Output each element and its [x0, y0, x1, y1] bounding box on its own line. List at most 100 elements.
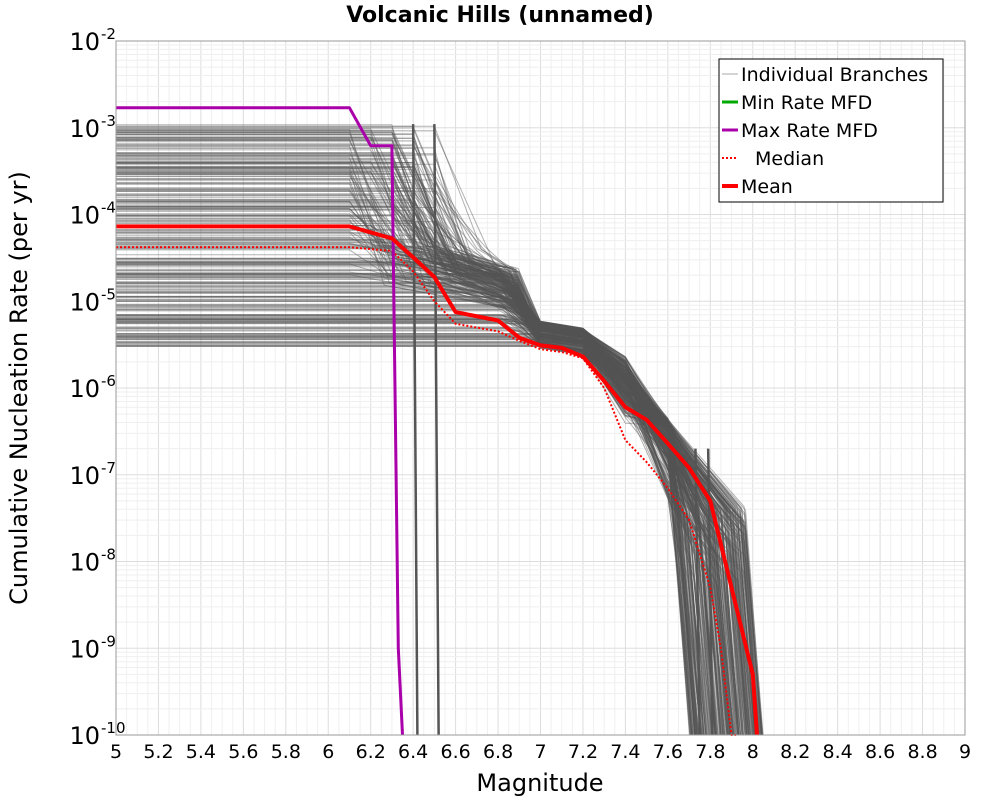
x-tick-label: 5.8	[271, 741, 301, 763]
x-tick-label: 6.6	[440, 741, 470, 763]
branch-line	[116, 296, 721, 736]
y-tick-exponent: -4	[101, 199, 116, 217]
branch-line	[116, 138, 756, 736]
branch-line	[116, 178, 755, 736]
branch-line	[116, 173, 721, 736]
branch-line	[116, 236, 749, 736]
branch-line	[116, 167, 727, 736]
x-tick-label: 6.4	[398, 741, 428, 763]
branch-line	[116, 317, 700, 736]
y-tick-exponent: -7	[101, 459, 116, 477]
branch-line	[116, 282, 731, 736]
branch-line	[116, 158, 710, 736]
branch-line	[116, 259, 738, 736]
mean-line	[116, 224, 759, 736]
branch-line	[116, 166, 698, 736]
branch-line	[116, 130, 759, 736]
branch-line	[116, 145, 756, 736]
branch-line	[116, 162, 705, 736]
branch-line	[116, 231, 725, 736]
branch-line	[116, 268, 761, 736]
branch-line	[116, 238, 693, 736]
branch-line	[116, 167, 693, 736]
branch-line	[116, 305, 696, 736]
branch-line	[116, 205, 756, 736]
branch-line	[116, 172, 715, 736]
branch-line	[116, 289, 698, 736]
branch-line	[116, 239, 699, 736]
branch-line	[116, 173, 749, 736]
x-tick-label: 9	[959, 741, 971, 763]
branch-line	[116, 220, 701, 736]
branch-line	[116, 276, 749, 736]
branch-line	[116, 162, 731, 736]
branch-line	[116, 145, 704, 736]
branch-line	[116, 291, 729, 736]
branch-line	[116, 285, 735, 736]
branch-line	[116, 160, 747, 736]
branch-line	[116, 308, 724, 736]
y-tick-label: 10	[69, 375, 100, 403]
branch-line	[116, 189, 724, 736]
branch-line	[116, 281, 705, 736]
y-tick-exponent: -2	[101, 25, 116, 43]
branch-line	[116, 243, 716, 736]
branch-line	[116, 247, 739, 736]
branch-line	[116, 208, 763, 736]
branch-line	[116, 198, 759, 736]
branch-line	[116, 175, 747, 736]
branch-line	[116, 331, 729, 736]
branch-line	[116, 314, 703, 736]
branch-line	[116, 133, 691, 736]
branch-line	[116, 277, 724, 736]
branch-line	[116, 225, 697, 736]
branch-line	[116, 300, 730, 736]
branch-line	[116, 271, 716, 736]
branch-line	[116, 201, 701, 736]
branch-line	[116, 218, 734, 736]
branch-line	[116, 170, 711, 736]
x-tick-label: 7	[534, 741, 546, 763]
branch-line	[116, 333, 738, 736]
y-tick-label: 10	[69, 549, 100, 577]
branch-line	[116, 314, 750, 736]
branch-line	[116, 153, 696, 736]
branch-line	[116, 321, 697, 736]
y-tick-label: 10	[69, 462, 100, 490]
branch-line	[116, 188, 698, 736]
branch-line	[116, 183, 756, 736]
branch-line	[116, 142, 734, 736]
branch-line	[116, 155, 762, 736]
branch-line	[116, 155, 732, 736]
branch-line	[116, 188, 718, 736]
branch-line	[116, 316, 732, 736]
branch-line	[116, 248, 736, 736]
max-rate-mfd-line	[116, 106, 404, 736]
x-tick-label: 5.2	[143, 741, 173, 763]
branch-line	[116, 263, 744, 736]
branch-line	[116, 340, 695, 736]
branch-line	[116, 277, 722, 736]
branch-line	[116, 179, 721, 736]
y-tick-exponent: -8	[101, 546, 116, 564]
branch-line	[116, 310, 746, 736]
branch-line	[116, 219, 699, 736]
branch-line	[116, 170, 734, 736]
legend-label: Mean	[741, 176, 793, 198]
branch-line	[116, 306, 728, 736]
branch-line	[116, 137, 735, 736]
branch-line	[116, 326, 714, 736]
median-line	[116, 246, 736, 736]
branch-line	[116, 295, 732, 736]
y-tick-label: 10	[69, 202, 100, 230]
branch-line	[116, 205, 697, 736]
branch-line	[116, 315, 708, 736]
branch-line	[116, 331, 763, 736]
branch-line	[116, 307, 696, 736]
branch-line	[116, 332, 758, 736]
x-tick-label: 7.6	[653, 741, 683, 763]
branch-line	[116, 221, 719, 736]
legend-item-median: Median	[722, 148, 824, 170]
branch-line	[116, 318, 700, 736]
